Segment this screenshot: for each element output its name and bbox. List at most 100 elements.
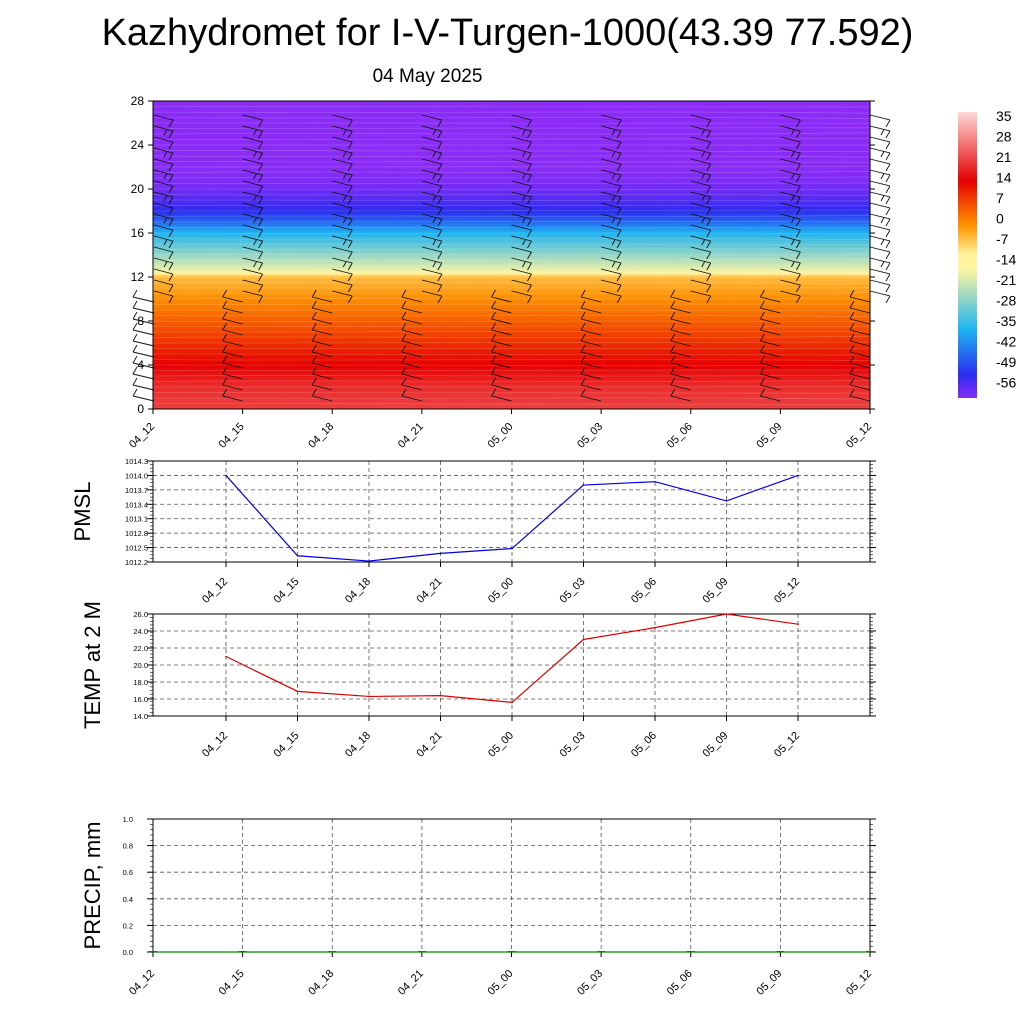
wind-barb-flag [795,163,801,172]
y-tick-label: 24 [131,138,145,152]
wind-barb [242,125,264,139]
wind-barb-staff [421,213,442,220]
wind-barb-flag [706,119,712,128]
wind-barb-staff [869,169,891,176]
y-tick-label: 16 [131,226,145,240]
wind-barb-flag [342,151,347,158]
wind-barb [780,257,801,271]
wind-barb-flag [795,119,801,128]
wind-barb-flag [168,130,174,139]
wind-barb-staff [581,307,602,314]
wind-barb-staff [132,373,155,380]
y-tick-label: 20.0 [133,661,148,670]
wind-barb [421,268,443,282]
y-tick-label: 22.0 [133,644,148,653]
wind-barb-staff [132,307,155,314]
wind-barb-staff [332,114,353,121]
wind-barb-flag [311,355,317,364]
wind-barb [332,235,353,249]
wind-barb-flag [580,388,586,397]
x-tick-label: 05_03 [575,968,605,998]
wind-barb-flag [616,163,622,172]
wind-barb [511,213,532,227]
wind-barb-flag [790,129,795,136]
wind-barb-flag [258,174,264,183]
contour-line [152,292,871,294]
wind-barb-flag [163,151,168,158]
wind-barb-flag [706,229,712,238]
wind-barb-staff [332,246,353,253]
wind-barb [491,300,512,314]
wind-barb [780,114,801,128]
wind-barb-flag [611,129,616,136]
wind-barb-staff [421,257,442,264]
colorbar: 35 28 21 14 7 0 -7 -14 -21 -28 -35 -42 -49 -56 [958,108,1016,398]
wind-barb-flag [706,240,712,249]
wind-barb-flag [611,195,616,202]
contour-line [152,194,871,197]
colorbar-label: 28 [996,129,1012,145]
wind-barb-staff [849,329,871,336]
wind-barb-flag [885,196,891,205]
wind-barb-staff [601,191,622,198]
wind-barb-staff [242,125,263,132]
wind-barb-staff [581,329,602,336]
wind-barb-staff [581,340,602,347]
wind-barb [242,235,264,249]
wind-barb [670,333,691,347]
wind-barb-staff [332,147,353,154]
wind-barb [491,355,512,369]
wind-barb [242,202,264,216]
wind-barb [332,136,353,150]
wind-barb-staff [760,307,781,314]
wind-barb-flag [580,355,586,364]
wind-barb-staff [670,329,691,336]
x-tick-label: 04_12 [127,968,157,998]
wind-barb [153,114,174,128]
wind-barb-flag [432,239,437,246]
wind-barb-staff [780,114,801,121]
wind-barb [780,136,801,150]
y-axis-label: TEMP at 2 M [80,601,105,729]
wind-barb-staff [869,268,891,275]
wind-barb-flag [759,333,765,342]
wind-barb [332,125,353,139]
wind-barb-staff [491,384,512,391]
wind-barb-staff [401,296,422,303]
wind-barb-staff [153,158,174,165]
wind-barb-staff [601,202,622,209]
wind-barb-flag [163,195,168,202]
wind-barb-staff [491,395,512,402]
wind-barb-flag [163,217,168,224]
wind-barb-staff [312,362,333,369]
wind-barb-staff [421,224,442,231]
wind-barb [491,388,512,402]
wind-barb-staff [670,296,691,303]
wind-barb-flag [222,333,228,342]
wind-barb-flag [880,195,885,202]
wind-barb-staff [332,290,353,297]
wind-barb [670,300,691,314]
wind-barb-staff [670,362,691,369]
wind-barb-staff [132,296,155,303]
wind-barb-flag [491,322,496,331]
wind-barb [511,147,532,161]
wind-barb [311,289,333,303]
wind-barb-flag [759,300,765,309]
wind-barb-flag [432,151,437,158]
wind-barb-flag [790,173,795,180]
wind-barb-flag [527,207,532,216]
wind-barb-flag [616,295,622,304]
wind-barb [601,246,622,260]
wind-barb-staff [849,340,871,347]
wind-barb-staff [581,351,602,358]
wind-barb-flag [311,388,317,397]
wind-barb-flag [347,273,353,282]
wind-barb-staff [491,296,512,303]
wind-barb [690,279,712,293]
wind-barb-staff [511,246,532,253]
wind-barb-staff [153,257,174,264]
contour-line [152,214,871,217]
wind-barb-staff [421,235,442,242]
